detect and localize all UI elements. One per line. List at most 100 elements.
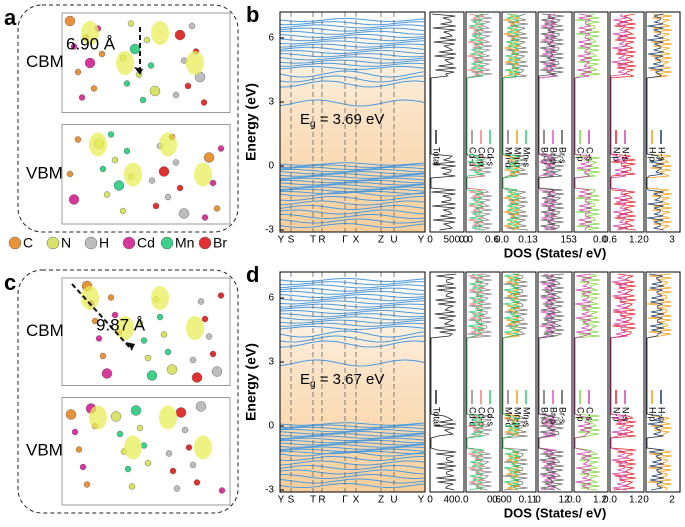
isosurface xyxy=(81,286,99,310)
band xyxy=(279,99,425,107)
gap-symbol: E xyxy=(300,371,310,388)
y-axis-label: Energy (eV) xyxy=(243,83,259,161)
isosurface xyxy=(186,51,204,75)
band xyxy=(279,281,425,286)
dos-legend-label: Mn-d xyxy=(504,147,514,168)
dos-curve xyxy=(502,273,520,491)
isosurface xyxy=(186,316,204,340)
band xyxy=(279,179,424,184)
band xyxy=(279,359,425,367)
atom xyxy=(184,82,192,90)
dos-legend-label: Total xyxy=(432,407,442,426)
band xyxy=(279,431,425,435)
dos-legend-label: N-s xyxy=(621,407,631,421)
dos-curve xyxy=(574,13,592,231)
atom xyxy=(64,15,76,27)
atom xyxy=(66,170,74,178)
isosurface xyxy=(89,405,107,430)
atom xyxy=(217,292,225,299)
band xyxy=(279,188,425,193)
dos-tick-label: 0.6 xyxy=(603,235,617,246)
band xyxy=(279,303,425,308)
band xyxy=(279,284,425,289)
band xyxy=(279,297,425,302)
k-point-label: Γ xyxy=(342,495,348,506)
legend-swatch xyxy=(122,236,136,250)
atom xyxy=(158,166,170,177)
panel-label: c xyxy=(4,270,16,295)
state-label: CBM xyxy=(26,52,64,71)
band xyxy=(280,340,425,348)
legend-swatch xyxy=(46,236,60,250)
legend-swatch xyxy=(198,236,212,250)
k-point-label: Y xyxy=(278,495,285,506)
legend-swatch xyxy=(84,236,98,250)
y-tick-label: 3 xyxy=(268,97,274,108)
dos-legend-label: Cd-p xyxy=(477,147,487,167)
atom xyxy=(211,366,223,377)
atom xyxy=(144,459,152,467)
dos-tick-label: 0 xyxy=(643,495,649,506)
dos-tick-label: 0.00 xyxy=(492,495,512,506)
band xyxy=(279,300,424,305)
atom xyxy=(188,22,196,30)
band xyxy=(279,30,424,35)
dos-legend-label: Br-d xyxy=(540,147,550,164)
arrow-head xyxy=(134,67,143,75)
dos-curve xyxy=(574,273,592,491)
atom xyxy=(99,165,107,173)
band xyxy=(279,200,425,206)
k-point-label: T xyxy=(310,235,316,246)
dos-tick-label: 0.0 xyxy=(603,495,617,506)
dos-legend-label: Br-s xyxy=(558,147,568,164)
k-point-label: Y xyxy=(418,235,425,246)
atom xyxy=(136,319,144,327)
band xyxy=(279,306,425,311)
atom xyxy=(205,333,213,340)
dos-legend-label: C-s xyxy=(585,147,595,161)
dos-legend-label: Total xyxy=(432,147,442,166)
band xyxy=(279,34,425,38)
atom xyxy=(209,350,217,358)
atom xyxy=(79,463,87,471)
k-point-label: Z xyxy=(378,495,384,506)
panel-frame xyxy=(17,4,239,233)
dos-tick-label: 0.6 xyxy=(487,495,501,506)
band xyxy=(279,446,425,450)
band xyxy=(279,294,425,298)
band xyxy=(279,56,425,61)
atom xyxy=(201,214,209,221)
dos-curve xyxy=(502,13,520,231)
band xyxy=(279,209,425,215)
atom xyxy=(127,20,135,27)
atom xyxy=(191,372,203,383)
gap-subscript: g xyxy=(310,119,316,130)
dos-legend-label: Mn-p xyxy=(513,407,523,428)
panel-label: b xyxy=(246,2,259,27)
dos-legend-label: Cd-s xyxy=(486,407,496,427)
gap-subscript: g xyxy=(310,379,316,390)
atom xyxy=(148,177,156,184)
dos-legend-label: H-p xyxy=(648,147,658,162)
dos-tick-label: 3 xyxy=(669,235,675,246)
atom xyxy=(128,483,136,490)
atom xyxy=(129,43,141,55)
band xyxy=(279,37,425,42)
k-point-label: X xyxy=(353,235,360,246)
atom xyxy=(174,29,186,41)
dos-tick-label: 0 xyxy=(643,235,649,246)
y-axis-label: Energy (eV) xyxy=(243,343,259,421)
atom xyxy=(165,450,173,457)
dos-curve xyxy=(538,273,556,491)
legend-swatch xyxy=(8,236,22,250)
band xyxy=(279,290,424,295)
k-point-label: U xyxy=(390,495,397,506)
dos-curve xyxy=(430,273,457,491)
panel-label: d xyxy=(246,262,259,287)
panel-label: a xyxy=(4,5,17,30)
band xyxy=(280,313,425,318)
atom xyxy=(68,194,80,205)
isosurface xyxy=(151,286,169,310)
gap-symbol: E xyxy=(300,111,310,128)
